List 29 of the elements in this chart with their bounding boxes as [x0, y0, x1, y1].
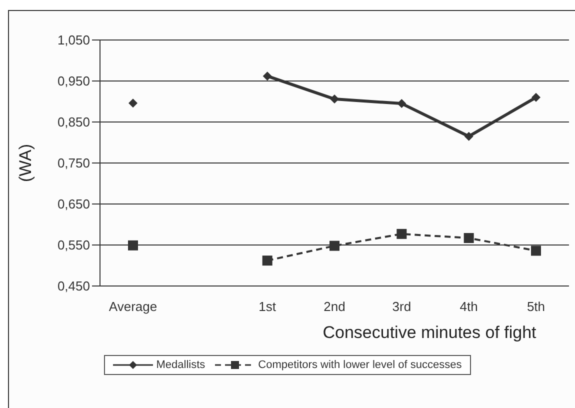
point	[330, 240, 340, 251]
point	[464, 132, 474, 141]
y-tick-label: 0,550	[57, 238, 90, 253]
point	[397, 99, 406, 108]
point	[262, 256, 272, 266]
y-axis-title: (WA)	[16, 144, 36, 182]
y-tick-label: 0,650	[57, 196, 90, 212]
legend-label: Competitors with lower level of successes	[258, 359, 462, 371]
x-tick-label: 4th	[460, 299, 478, 314]
point	[330, 94, 339, 104]
point	[396, 228, 407, 239]
legend-label: Medallists	[156, 359, 206, 371]
x-axis-title: Consecutive minutes of fight	[322, 323, 537, 342]
y-tick-label: 0,750	[57, 156, 90, 171]
x-tick-label: 1st	[258, 299, 276, 314]
y-tick-label: 1,050	[57, 32, 90, 48]
point	[532, 92, 540, 102]
point	[464, 233, 474, 244]
point	[128, 240, 138, 250]
y-tick-label: 0,850	[57, 114, 90, 130]
x-tick-label: 5th	[526, 299, 546, 314]
point	[262, 72, 272, 81]
y-tick-label: 0,450	[57, 278, 90, 294]
x-tick-label: 3rd	[392, 299, 412, 314]
y-tick-label: 0,950	[57, 74, 90, 89]
point	[531, 246, 541, 256]
point	[128, 98, 138, 108]
x-tick-label: Average	[108, 299, 158, 314]
x-tick-label: 2nd	[324, 299, 346, 314]
